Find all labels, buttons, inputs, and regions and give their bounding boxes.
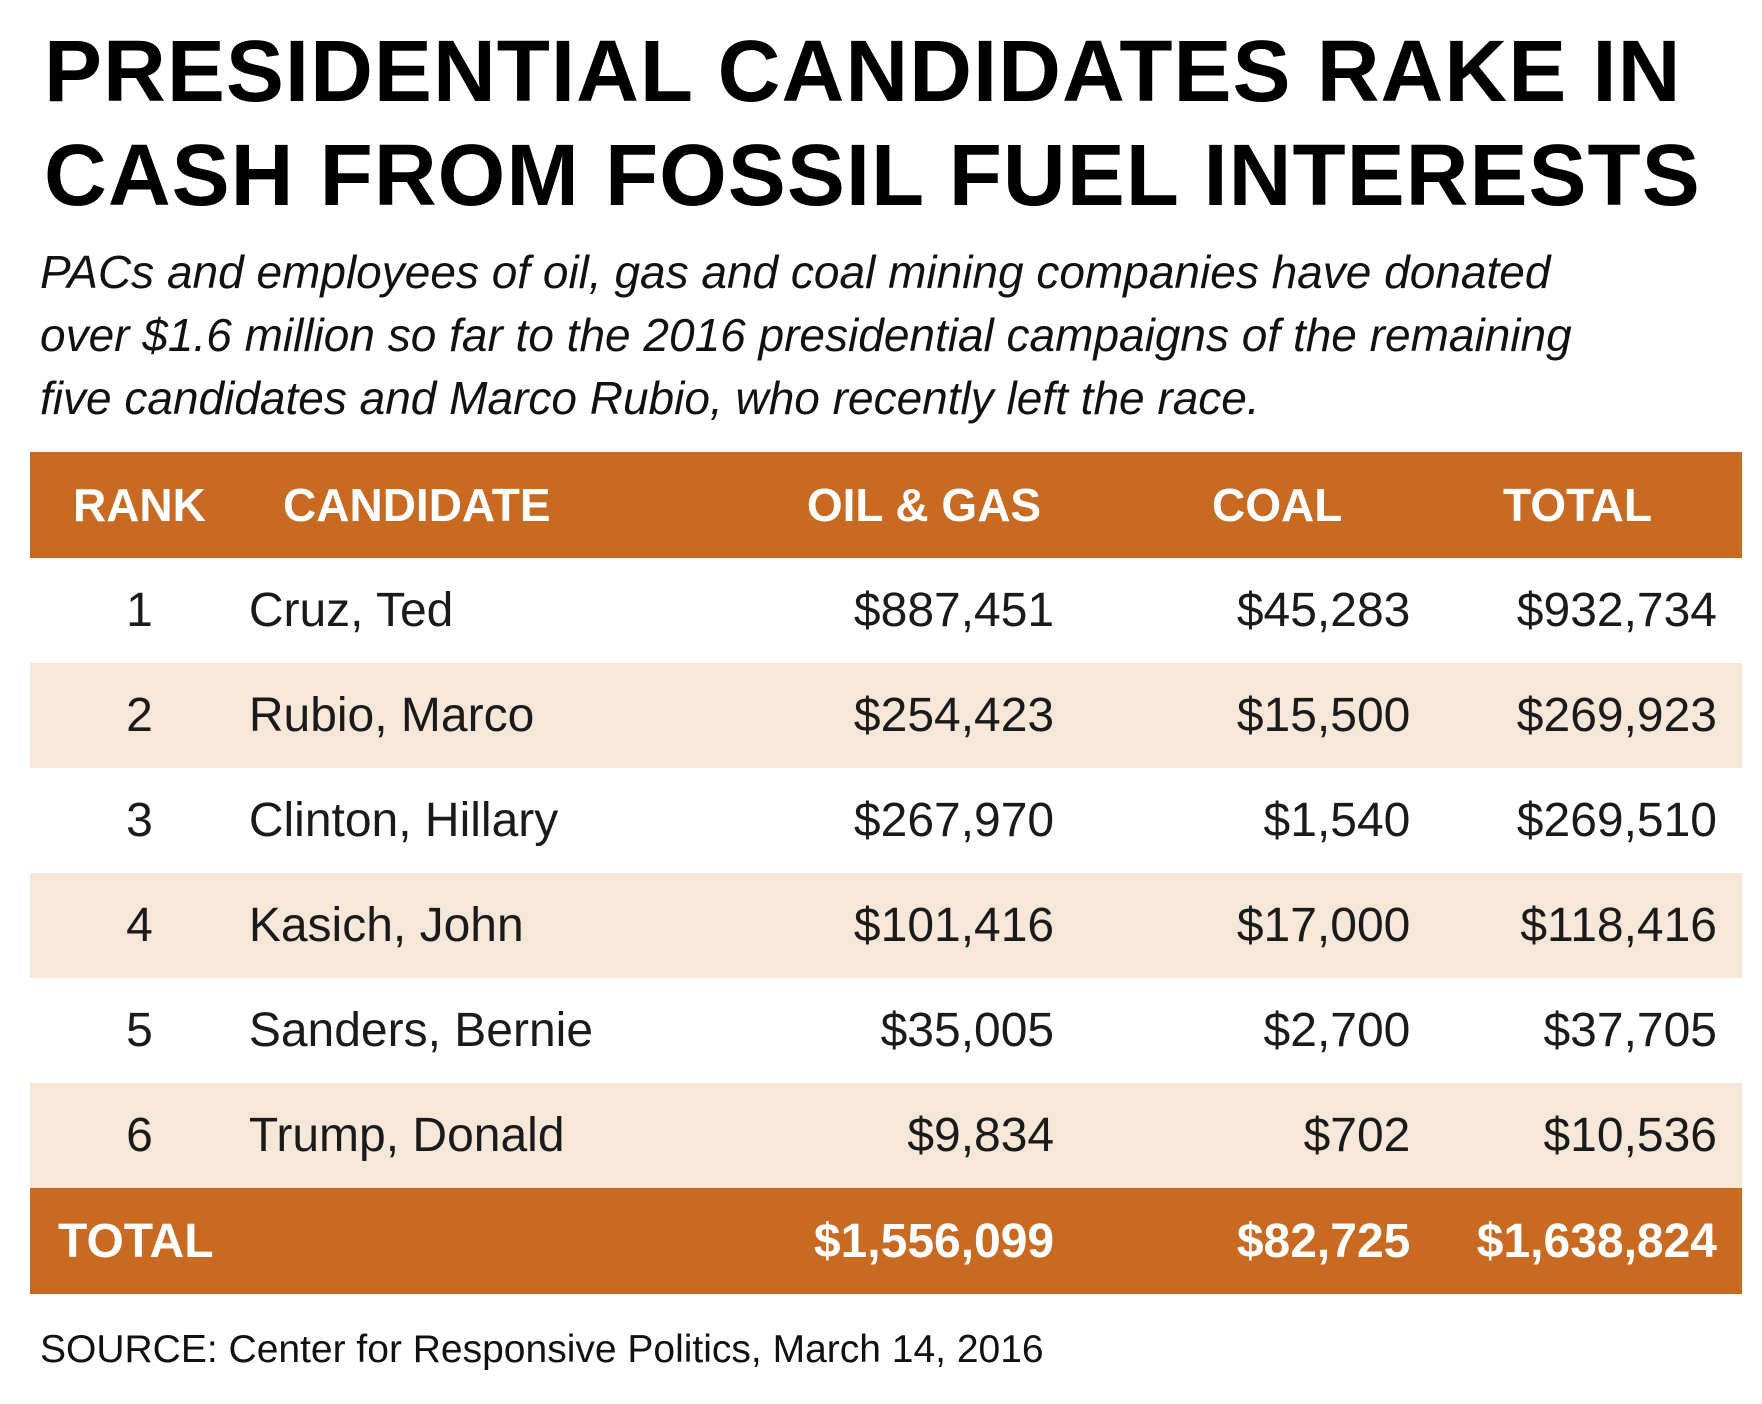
subtitle-line: five candidates and Marco Rubio, who rec…: [40, 372, 1260, 424]
table-row: 5 Sanders, Bernie $35,005 $2,700 $37,705: [30, 978, 1742, 1083]
totals-row: TOTAL $1,556,099 $82,725 $1,638,824: [30, 1188, 1742, 1294]
rank-cell: 2: [126, 689, 153, 742]
subtitle-line: PACs and employees of oil, gas and coal …: [40, 246, 1551, 298]
title-line: CASH FROM FOSSIL FUEL INTERESTS: [44, 127, 1701, 224]
column-header-total: TOTAL: [1502, 479, 1652, 531]
coal-cell: $17,000: [1236, 899, 1411, 952]
column-header-oil-gas: OIL & GAS: [806, 479, 1042, 531]
total-cell: $269,923: [1516, 689, 1717, 742]
subtitle-line: over $1.6 million so far to the 2016 pre…: [40, 309, 1572, 361]
oil-gas-cell: $254,423: [853, 689, 1055, 742]
candidate-cell: Kasich, John: [248, 899, 524, 952]
candidate-cell: Clinton, Hillary: [248, 794, 559, 847]
title-line: PRESIDENTIAL CANDIDATES RAKE IN: [44, 23, 1682, 120]
subtitle: PACs and employees of oil, gas and coal …: [40, 241, 1740, 430]
oil-gas-cell: $9,834: [907, 1109, 1055, 1162]
table-header-row: RANK CANDIDATE OIL & GAS COAL TOTAL: [30, 452, 1742, 558]
rank-cell: 1: [126, 584, 153, 637]
coal-cell: $45,283: [1236, 584, 1411, 637]
table-row: 6 Trump, Donald $9,834 $702 $10,536: [30, 1083, 1742, 1188]
column-header-candidate: CANDIDATE: [283, 479, 551, 531]
coal-cell: $702: [1303, 1109, 1411, 1162]
candidate-cell: Trump, Donald: [248, 1109, 565, 1162]
page-title: PRESIDENTIAL CANDIDATES RAKE IN CASH FRO…: [44, 20, 1744, 228]
coal-total-cell: $82,725: [1236, 1214, 1411, 1268]
table-row: 1 Cruz, Ted $887,451 $45,283 $932,734: [30, 558, 1742, 663]
total-cell: $37,705: [1543, 1004, 1717, 1057]
rank-cell: 3: [126, 794, 153, 847]
total-cell: $118,416: [1520, 899, 1717, 952]
rank-cell: 4: [126, 899, 153, 952]
grand-total-cell: $1,638,824: [1476, 1214, 1717, 1268]
total-cell: $10,536: [1543, 1109, 1717, 1162]
table-row: 4 Kasich, John $101,416 $17,000 $118,416: [30, 873, 1742, 978]
source-note: SOURCE: Center for Responsive Politics, …: [40, 1328, 1044, 1371]
candidate-cell: Cruz, Ted: [248, 584, 454, 637]
column-header-rank: RANK: [72, 479, 206, 531]
oil-gas-total-cell: $1,556,099: [813, 1214, 1055, 1268]
candidate-cell: Rubio, Marco: [248, 689, 535, 742]
rank-cell: 6: [126, 1109, 153, 1162]
total-cell: $932,734: [1516, 584, 1717, 637]
oil-gas-cell: $35,005: [880, 1004, 1055, 1057]
coal-cell: $2,700: [1263, 1004, 1411, 1057]
total-cell: $269,510: [1516, 794, 1717, 847]
oil-gas-cell: $101,416: [853, 899, 1055, 952]
table-row: 3 Clinton, Hillary $267,970 $1,540 $269,…: [30, 768, 1742, 873]
coal-cell: $15,500: [1236, 689, 1411, 742]
rank-cell: 5: [126, 1004, 153, 1057]
coal-cell: $1,540: [1263, 794, 1411, 847]
candidate-cell: Sanders, Bernie: [248, 1004, 594, 1057]
donations-table: RANK CANDIDATE OIL & GAS COAL TOTAL 1 Cr…: [30, 452, 1742, 1294]
totals-label: TOTAL: [58, 1214, 214, 1268]
oil-gas-cell: $887,451: [853, 584, 1055, 637]
totals-spacer: [249, 1188, 585, 1294]
oil-gas-cell: $267,970: [853, 794, 1055, 847]
column-header-coal: COAL: [1212, 479, 1343, 531]
table-row: 2 Rubio, Marco $254,423 $15,500 $269,923: [30, 663, 1742, 768]
